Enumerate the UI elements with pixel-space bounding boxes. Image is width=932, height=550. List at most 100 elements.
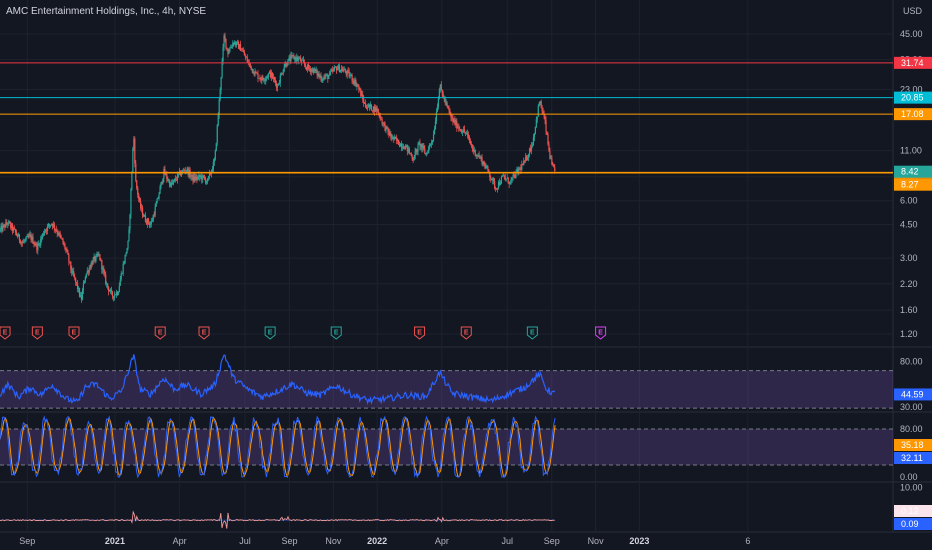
candle-body	[222, 47, 224, 62]
candle-body	[48, 224, 51, 226]
candle-body	[197, 176, 199, 180]
candle-body	[12, 224, 14, 231]
volatility-pane[interactable]	[0, 510, 556, 529]
candle-body	[426, 152, 428, 154]
candle-body	[518, 168, 520, 173]
candle-body	[438, 89, 440, 99]
candle-body	[233, 43, 235, 45]
candle-body	[206, 178, 209, 182]
price-axis[interactable]: 45.0033.0023.0017.0011.008.006.004.503.0…	[894, 29, 932, 530]
candle-body	[340, 68, 342, 71]
candle-body	[393, 136, 395, 140]
candle-body	[530, 145, 533, 151]
rsi-band	[0, 370, 893, 409]
candle-body	[107, 283, 109, 287]
candle-body	[98, 254, 100, 256]
candle-body	[521, 164, 523, 170]
candle-body	[127, 240, 129, 249]
candle-body	[519, 167, 521, 169]
earnings-marker[interactable]: E	[0, 326, 11, 340]
candle-body	[89, 267, 91, 269]
candle-body	[532, 137, 535, 146]
candle-body	[182, 170, 184, 171]
candle-body	[76, 283, 79, 290]
candle-body	[294, 57, 296, 60]
candle-body	[309, 68, 311, 72]
vol-line	[0, 510, 555, 529]
candle-body	[545, 120, 547, 132]
candle-body	[322, 79, 324, 80]
candle-body	[174, 178, 177, 180]
earnings-marker-shape	[460, 326, 472, 340]
earnings-marker[interactable]: E	[264, 326, 276, 340]
candle-body	[123, 262, 125, 265]
candle-body	[430, 142, 433, 144]
candle-body	[2, 225, 4, 231]
candle-body	[306, 64, 309, 70]
candle-body	[543, 113, 545, 117]
candle-body	[331, 69, 333, 72]
candle-body	[21, 242, 23, 244]
earnings-marker[interactable]: E	[154, 326, 166, 340]
candle-body	[445, 102, 447, 104]
earnings-marker[interactable]: E	[330, 326, 342, 340]
candle-body	[86, 270, 88, 274]
candle-body	[507, 177, 509, 184]
candle-body	[133, 138, 135, 149]
candle-body	[398, 144, 401, 147]
candle-body	[120, 273, 122, 280]
earnings-marker-label: E	[417, 330, 422, 337]
candle-body	[494, 180, 496, 188]
earnings-marker[interactable]: E	[198, 326, 210, 340]
candle-body	[296, 57, 298, 61]
candle-body	[56, 230, 58, 234]
vol-tick-label: 10.00	[900, 482, 923, 492]
earnings-marker[interactable]: E	[68, 326, 80, 340]
stoch-badge-label: 35.18	[901, 440, 924, 450]
candle-body	[529, 148, 532, 151]
earnings-marker[interactable]: E	[595, 326, 607, 340]
candle-body	[44, 231, 46, 235]
candle-body	[465, 133, 468, 134]
candle-body	[243, 52, 246, 56]
stoch-tick-label: 80.00	[900, 424, 923, 434]
candle-body	[110, 289, 113, 292]
candle-body	[462, 132, 464, 133]
level-badge	[894, 91, 932, 104]
candle-body	[108, 286, 110, 292]
candle-body	[185, 170, 187, 172]
candle-body	[398, 139, 400, 145]
candle-body	[19, 240, 21, 244]
candle-body	[349, 75, 351, 77]
earnings-marker[interactable]: E	[31, 326, 43, 340]
price-badge	[894, 178, 932, 191]
candle-body	[255, 71, 257, 73]
rsi-pane[interactable]	[0, 354, 893, 409]
earnings-marker[interactable]: E	[526, 326, 538, 340]
candle-body	[250, 65, 252, 70]
candle-body	[282, 71, 284, 75]
candle-body	[367, 104, 370, 108]
candle-body	[227, 48, 229, 54]
earnings-marker[interactable]: E	[460, 326, 472, 340]
stochastic-pane[interactable]	[0, 415, 893, 479]
candle-body	[216, 125, 218, 144]
earnings-marker[interactable]: E	[414, 326, 426, 340]
candle-body	[269, 71, 272, 78]
candle-body	[253, 73, 255, 75]
stoch-badge-label: 32.11	[901, 453, 923, 463]
candle-body	[35, 243, 37, 246]
candle-body	[449, 110, 451, 114]
candle-body	[457, 127, 459, 129]
candle-body	[364, 103, 366, 104]
candle-body	[522, 164, 524, 166]
candle-body	[108, 291, 111, 292]
candle-body	[271, 72, 274, 79]
candle-body	[370, 104, 373, 111]
candle-body	[122, 264, 124, 274]
earnings-marker-label: E	[158, 330, 163, 337]
candle-body	[17, 234, 20, 237]
time-axis[interactable]: Sep 2021 Apr Jul Sep Nov 2022 Apr Jul Sep Nov 2023 6	[19, 536, 750, 546]
